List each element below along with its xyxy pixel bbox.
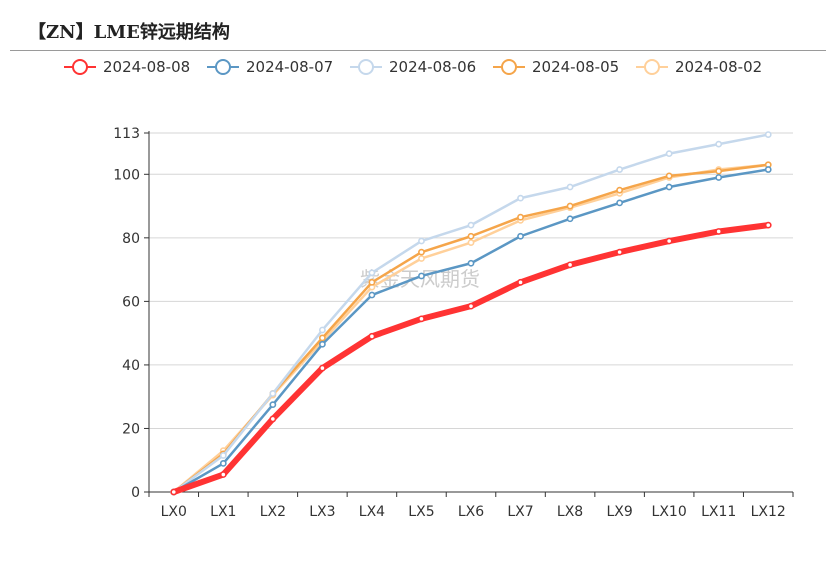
data-point [566,183,574,191]
x-tick-label: LX3 [309,504,335,520]
data-point [368,332,376,340]
data-point [467,239,475,247]
data-point [418,315,425,323]
x-tick-label: LX0 [161,504,187,520]
legend-label: 2024-08-05 [532,58,619,76]
data-point [764,166,772,173]
y-tick-label: 40 [122,358,140,374]
y-tick-label: 80 [122,231,140,247]
data-point [368,269,376,277]
series-line [172,168,770,494]
chart-title: 【ZN】LME锌远期结构 [28,22,230,43]
x-tick-label: LX9 [606,504,632,520]
legend-marker-icon [358,59,374,75]
legend-marker-icon [501,59,517,75]
data-point [368,278,376,286]
series-2024-08-06 [170,131,772,496]
legend-marker-icon [215,59,231,75]
data-point [418,248,425,256]
data-point [715,167,723,175]
data-point [269,415,277,423]
data-point [517,278,524,286]
series-line [172,133,770,494]
series-2024-08-07 [170,166,772,496]
x-tick-label: LX5 [408,504,434,520]
title-divider [10,50,826,51]
data-point [715,140,723,148]
data-point [517,213,524,221]
data-point [418,255,425,262]
x-tick-label: LX4 [359,504,385,520]
data-point [566,261,574,269]
data-point [665,172,673,180]
legend-item[interactable]: 2024-08-06 [350,58,476,76]
data-point [467,259,475,267]
data-point [318,340,326,348]
series-line [172,163,770,494]
data-point [318,326,326,334]
y-tick-label: 0 [131,485,140,501]
x-tick-label: LX11 [701,504,736,520]
legend-item[interactable]: 2024-08-08 [64,58,190,76]
legend-label: 2024-08-02 [675,58,762,76]
x-tick-label: LX12 [751,504,786,520]
x-tick-label: LX2 [260,504,286,520]
data-point [566,202,574,210]
x-tick-label: LX10 [652,504,687,520]
data-point [764,131,772,138]
data-point [616,166,624,173]
data-point [467,221,475,229]
x-tick-label: LX1 [210,504,236,520]
data-point [269,390,277,397]
legend-marker-icon [72,59,88,75]
y-tick-label: 100 [113,167,140,183]
data-point [418,237,425,245]
data-point [368,291,376,299]
x-tick-label: LX8 [557,504,583,520]
data-point [665,237,673,245]
data-point [467,232,475,240]
series-line [172,163,770,494]
data-point [764,221,772,229]
data-point [418,272,425,280]
data-point [715,174,723,181]
data-point [318,364,326,372]
legend-item[interactable]: 2024-08-05 [493,58,619,76]
data-point [467,302,475,310]
legend-label: 2024-08-08 [103,58,190,76]
y-tick-label: 20 [122,421,140,437]
y-tick-label: 113 [113,126,140,142]
axes: 0 20 40 60 80 100 113 LX0 LX1 LX2 LX3 LX4 LX5 LX6 LX7 L… [113,126,794,520]
data-point [517,194,524,202]
data-point [566,215,574,223]
legend-label: 2024-08-06 [389,58,476,76]
legend-item[interactable]: 2024-08-02 [636,58,762,76]
data-point [318,334,326,342]
data-point [269,401,277,409]
series-2024-08-08 [170,221,772,496]
legend-item[interactable]: 2024-08-07 [207,58,333,76]
data-point [616,186,624,194]
data-point [517,232,524,240]
data-point [665,183,673,191]
data-point [715,228,723,235]
series-2024-08-02 [170,161,772,496]
series-lines [170,131,772,496]
y-tick-label: 60 [122,294,140,310]
legend: 2024-08-08 2024-08-07 2024-08-06 2024-08-05… [64,58,762,76]
data-point [616,248,624,256]
data-point [616,199,624,207]
data-point [170,488,178,496]
x-tick-label: LX6 [458,504,484,520]
legend-label: 2024-08-07 [246,58,333,76]
data-point [219,452,227,459]
data-point [665,150,673,158]
x-tick-label: LX7 [507,504,533,520]
series-2024-08-05 [170,161,772,496]
data-point [219,471,227,478]
legend-marker-icon [644,59,660,75]
data-point [219,460,227,467]
